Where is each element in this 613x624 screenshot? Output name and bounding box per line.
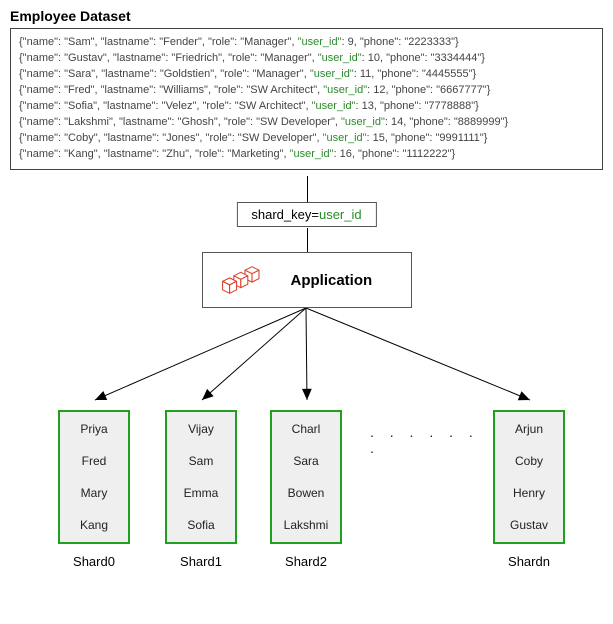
fan-out-arrows	[0, 308, 613, 418]
shard-item: Arjun	[515, 422, 543, 436]
ellipsis: . . . . . . .	[370, 424, 480, 456]
dataset-row: {"name": "Coby", "lastname": "Jones", "r…	[19, 131, 594, 147]
shard-box: Charl Sara Bowen Lakshmi	[270, 410, 342, 544]
dataset-row: {"name": "Sam", "lastname": "Fender", "r…	[19, 35, 594, 51]
shard-item: Priya	[80, 422, 107, 436]
shard-box: Arjun Coby Henry Gustav	[493, 410, 565, 544]
shard-item: Lakshmi	[284, 518, 329, 532]
application-label: Application	[291, 272, 373, 289]
shard-item: Sara	[293, 454, 318, 468]
shard-item: Charl	[292, 422, 321, 436]
shard-item: Sofia	[187, 518, 214, 532]
shard-column: Arjun Coby Henry Gustav Shardn	[493, 410, 565, 569]
shard-item: Coby	[515, 454, 543, 468]
shard-box: Vijay Sam Emma Sofia	[165, 410, 237, 544]
shard-label: Shard0	[73, 554, 115, 569]
dataset-row: {"name": "Kang", "lastname": "Zhu", "rol…	[19, 147, 594, 163]
shard-label: Shard2	[285, 554, 327, 569]
shard-key-label: shard_key=	[251, 207, 319, 222]
dataset-row: {"name": "Lakshmi", "lastname": "Ghosh",…	[19, 115, 594, 131]
shard-item: Emma	[184, 486, 219, 500]
dataset-box: {"name": "Sam", "lastname": "Fender", "r…	[10, 28, 603, 170]
page-title: Employee Dataset	[0, 0, 613, 28]
dataset-row: {"name": "Fred", "lastname": "Williams",…	[19, 83, 594, 99]
shard-box: Priya Fred Mary Kang	[58, 410, 130, 544]
shard-item: Sam	[189, 454, 214, 468]
connector-line-2	[307, 228, 308, 252]
shard-item: Henry	[513, 486, 545, 500]
shard-column: Charl Sara Bowen Lakshmi Shard2	[270, 410, 342, 569]
shard-item: Vijay	[188, 422, 214, 436]
shard-label: Shard1	[180, 554, 222, 569]
shard-column: Vijay Sam Emma Sofia Shard1	[165, 410, 237, 569]
application-box: Application	[202, 252, 412, 308]
shard-item: Fred	[82, 454, 107, 468]
shard-label: Shardn	[508, 554, 550, 569]
dataset-row: {"name": "Sofia", "lastname": "Velez", "…	[19, 99, 594, 115]
shard-key-box: shard_key=user_id	[236, 202, 376, 227]
shard-item: Bowen	[288, 486, 325, 500]
connector-line-1	[307, 176, 308, 202]
cubes-icon	[217, 262, 273, 298]
shard-column: Priya Fred Mary Kang Shard0	[58, 410, 130, 569]
dataset-row: {"name": "Gustav", "lastname": "Friedric…	[19, 51, 594, 67]
shard-key-value: user_id	[319, 207, 362, 222]
shard-item: Mary	[81, 486, 108, 500]
dataset-row: {"name": "Sara", "lastname": "Goldstien"…	[19, 67, 594, 83]
shard-item: Gustav	[510, 518, 548, 532]
shard-item: Kang	[80, 518, 108, 532]
